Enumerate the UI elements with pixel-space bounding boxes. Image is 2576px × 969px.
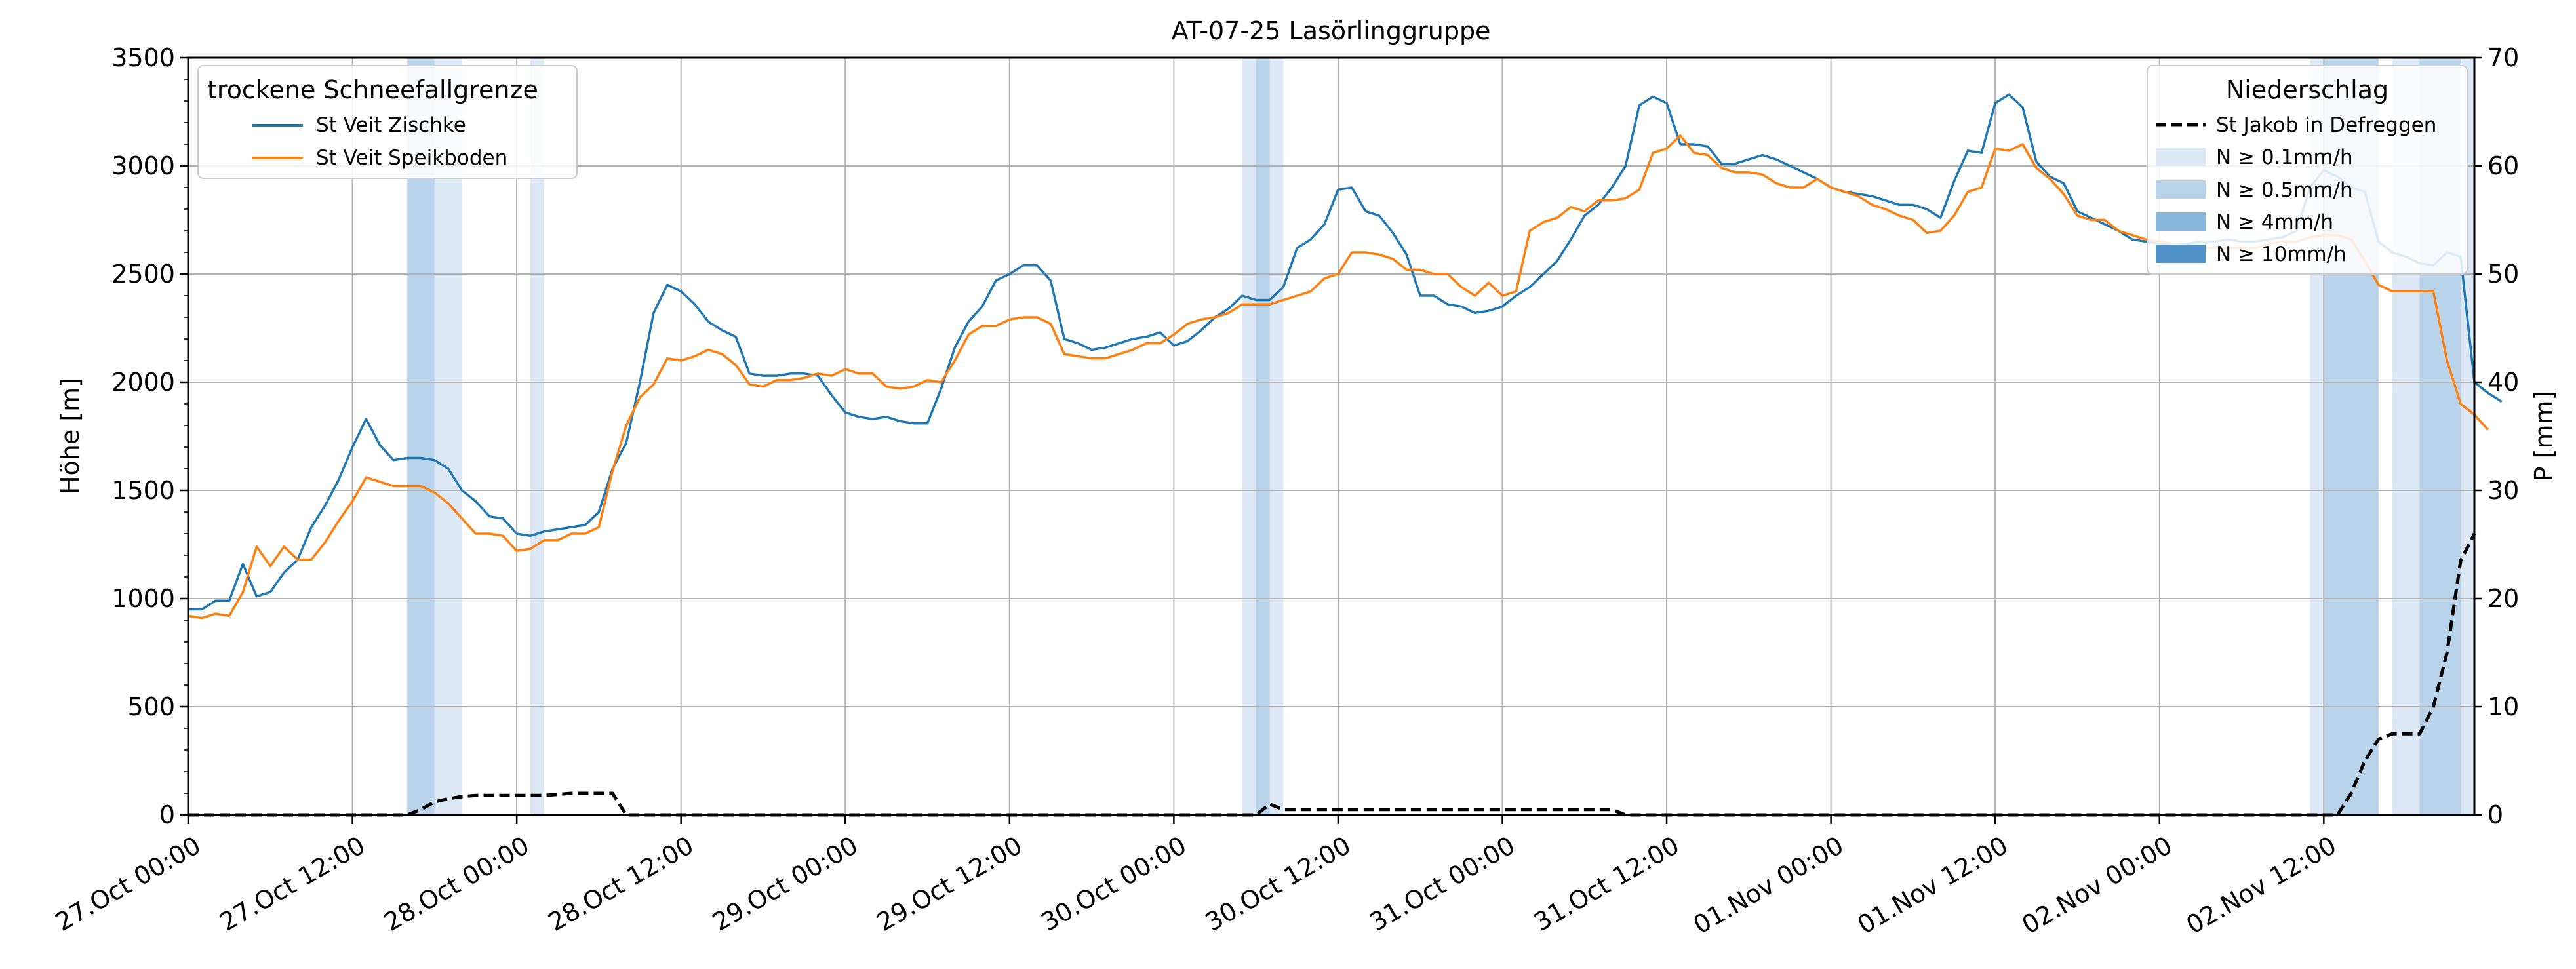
legend-label-zischke: St Veit Zischke bbox=[316, 113, 466, 137]
legend-precipitation: Niederschlag St Jakob in Defreggen N ≥ 0… bbox=[2147, 65, 2468, 275]
plot-frame bbox=[187, 56, 2476, 816]
y2-tick-label-0: 0 bbox=[2487, 801, 2503, 829]
series-line-st-jakob-in-defreggen bbox=[188, 532, 2476, 817]
legend-label-n4: N ≥ 4mm/h bbox=[2216, 210, 2333, 234]
y-tick-label-7: 3500 bbox=[111, 43, 175, 72]
precip-band-5 bbox=[1269, 58, 1284, 815]
y-tick-label-5: 2500 bbox=[111, 260, 175, 288]
y2-tick-label-2: 20 bbox=[2487, 584, 2519, 613]
precip-band-4 bbox=[1256, 58, 1270, 815]
y2-tick-label-6: 60 bbox=[2487, 151, 2519, 180]
legend-precip-title: Niederschlag bbox=[2226, 75, 2388, 104]
legend-label-speikboden: St Veit Speikboden bbox=[316, 146, 507, 170]
legend-swatch-n01 bbox=[2156, 148, 2206, 166]
y-tick-label-3: 1500 bbox=[111, 476, 175, 505]
y-tick-label-2: 1000 bbox=[111, 584, 175, 613]
y2-tick-label-3: 30 bbox=[2487, 476, 2519, 505]
legend-label-n10: N ≥ 10mm/h bbox=[2216, 243, 2347, 266]
precip-band-0 bbox=[407, 58, 435, 815]
y2-axis-label: P [mm] bbox=[2529, 391, 2558, 482]
precip-band-3 bbox=[1242, 58, 1256, 815]
y-tick-label-4: 2000 bbox=[111, 368, 175, 397]
legend-label-n01: N ≥ 0.1mm/h bbox=[2216, 146, 2353, 169]
legend-snowline: trockene Schneefallgrenze St Veit Zischk… bbox=[197, 65, 578, 179]
y2-tick-label-4: 40 bbox=[2487, 368, 2519, 397]
y-tick-label-6: 3000 bbox=[111, 151, 175, 180]
y-tick-label-0: 0 bbox=[159, 801, 175, 829]
precip-band-2 bbox=[530, 58, 544, 815]
left-y-axis: 0 500 1000 1500 2000 2500 3000 3500 bbox=[111, 43, 188, 829]
legend-label-n05: N ≥ 0.5mm/h bbox=[2216, 178, 2353, 202]
legend-swatch-n4 bbox=[2156, 212, 2206, 231]
legend-swatch-n05 bbox=[2156, 180, 2206, 199]
legend-snowline-title: trockene Schneefallgrenze bbox=[207, 75, 538, 104]
legend-snowline-box bbox=[197, 65, 578, 179]
precip-band-1 bbox=[434, 58, 462, 815]
chart-title: AT-07-25 Lasörlinggruppe bbox=[1172, 16, 1491, 45]
legend-precip-box bbox=[2147, 65, 2468, 275]
right-y-axis: 0 10 20 30 40 50 60 70 bbox=[2474, 43, 2519, 829]
legend-label-st-jakob: St Jakob in Defreggen bbox=[2216, 113, 2436, 137]
y-axis-label: Höhe [m] bbox=[56, 378, 85, 494]
y2-tick-label-7: 70 bbox=[2487, 43, 2519, 72]
y-tick-label-1: 500 bbox=[127, 692, 175, 721]
series-lines bbox=[188, 93, 2503, 817]
y2-tick-label-1: 10 bbox=[2487, 692, 2519, 721]
y2-tick-label-5: 50 bbox=[2487, 260, 2519, 288]
series-line-st-veit-speikboden bbox=[188, 134, 2489, 620]
legend-swatch-n10 bbox=[2156, 245, 2206, 263]
